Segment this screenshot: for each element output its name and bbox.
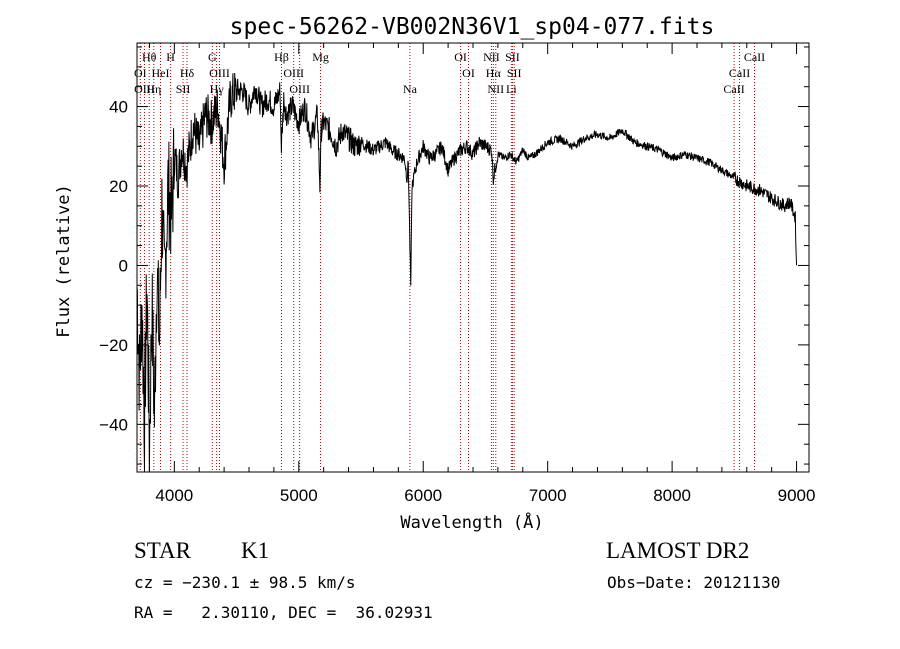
emission-line-markers [139, 43, 755, 472]
line-label-4: Mg [312, 50, 329, 64]
chart-title: spec-56262-VB002N36V1_sp04-077.fits [230, 14, 715, 40]
x-tick-label-4: 8000 [653, 486, 691, 505]
line-label-1: H [166, 50, 175, 64]
line-label-13: OIII [283, 66, 304, 80]
plot-frame [136, 42, 810, 473]
y-tick-label-0: −40 [99, 415, 128, 434]
line-label-10: HeI [152, 66, 170, 80]
line-label-26: CaII [723, 82, 744, 96]
line-label-7: SII [505, 50, 520, 64]
line-label-0: Hθ [142, 50, 157, 64]
x-tick-label-3: 7000 [529, 486, 567, 505]
y-tick-label-4: 40 [109, 98, 128, 117]
line-label-18: OIII [134, 82, 155, 96]
line-label-15: Hα [486, 66, 502, 80]
object-type: STAR [134, 538, 191, 563]
line-label-9: OI [134, 66, 147, 80]
subclass: K1 [241, 538, 270, 563]
spectrum-line [136, 72, 798, 473]
line-label-6: NII [483, 50, 500, 64]
y-tick-label-2: 0 [119, 256, 128, 275]
line-label-17: CaII [729, 66, 750, 80]
line-label-14: OI [462, 66, 475, 80]
y-axis-label: Flux (relative) [54, 184, 74, 338]
redshift-velocity: cz = −230.1 ± 98.5 km/s [134, 573, 356, 592]
axis-ticks: 4000 5000 6000 7000 8000 9000 −40 −20 0 20 40 [99, 43, 815, 505]
line-label-23: Na [403, 82, 418, 96]
line-label-25: Li [506, 82, 517, 96]
line-label-2: G [208, 50, 217, 64]
line-label-3: Hβ [274, 50, 289, 64]
x-tick-label-1: 5000 [280, 486, 318, 505]
x-tick-label-5: 9000 [778, 486, 816, 505]
line-label-16: SII [507, 66, 522, 80]
coordinates: RA = 2.30110, DEC = 36.02931 [134, 603, 433, 622]
line-label-22: OIII [289, 82, 310, 96]
line-label-11: Hδ [180, 66, 195, 80]
survey-name: LAMOST DR2 [606, 538, 750, 563]
line-label-20: SII [176, 82, 191, 96]
line-label-8: CaII [744, 50, 765, 64]
line-label-12: OIII [209, 66, 230, 80]
x-axis-label: Wavelength (Å) [400, 511, 543, 533]
line-label-21: Hγ [210, 82, 225, 96]
line-label-24: NII [487, 82, 504, 96]
x-tick-label-0: 4000 [155, 486, 193, 505]
y-tick-label-3: 20 [109, 177, 128, 196]
x-tick-label-2: 6000 [404, 486, 442, 505]
line-label-5: OI [454, 50, 467, 64]
observation-date: Obs−Date: 20121130 [607, 573, 781, 592]
line-label-19: Hη [146, 82, 161, 96]
y-tick-label-1: −20 [99, 336, 128, 355]
